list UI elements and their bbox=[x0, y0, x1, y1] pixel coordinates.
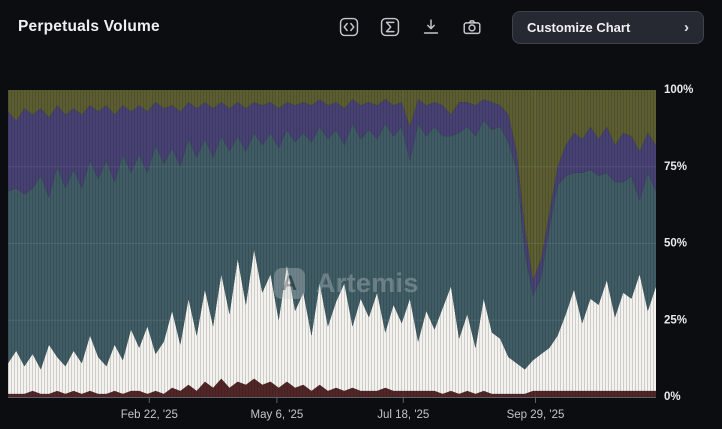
y-tick-label: 25% bbox=[664, 314, 687, 326]
x-tick-label: Sep 29, '25 bbox=[507, 409, 565, 421]
chart-vertical-gridlines bbox=[148, 90, 536, 397]
code-embed-icon[interactable] bbox=[336, 14, 362, 40]
y-tick-label: 75% bbox=[664, 161, 687, 173]
sigma-icon[interactable] bbox=[377, 14, 403, 40]
chart-toolbar: Customize Chart › bbox=[336, 10, 704, 44]
chart-horizontal-gridlines bbox=[8, 166, 656, 321]
chevron-right-icon: › bbox=[684, 18, 689, 36]
x-axis-labels: Feb 22, '25 May 6, '25 Jul 18, '25 Sep 2… bbox=[121, 409, 565, 421]
chart-header: Perpetuals Volume bbox=[0, 0, 722, 54]
x-axis-ticks bbox=[148, 398, 536, 403]
customize-chart-label: Customize Chart bbox=[527, 19, 631, 35]
y-tick-label: 50% bbox=[664, 238, 687, 250]
page-title: Perpetuals Volume bbox=[18, 18, 160, 35]
x-tick-label: May 6, '25 bbox=[251, 409, 304, 421]
chart-plot-area[interactable] bbox=[8, 90, 656, 397]
x-tick-label: Jul 18, '25 bbox=[377, 409, 429, 421]
bar-texture-overlay bbox=[8, 90, 656, 397]
x-tick-label: Feb 22, '25 bbox=[121, 409, 178, 421]
camera-icon[interactable] bbox=[459, 14, 485, 40]
customize-chart-button[interactable]: Customize Chart › bbox=[512, 10, 704, 44]
download-icon[interactable] bbox=[418, 14, 444, 40]
y-axis-labels: 100% 75% 50% 25% 0% bbox=[664, 84, 693, 403]
y-tick-label: 100% bbox=[664, 84, 693, 96]
y-tick-label: 0% bbox=[664, 391, 681, 403]
